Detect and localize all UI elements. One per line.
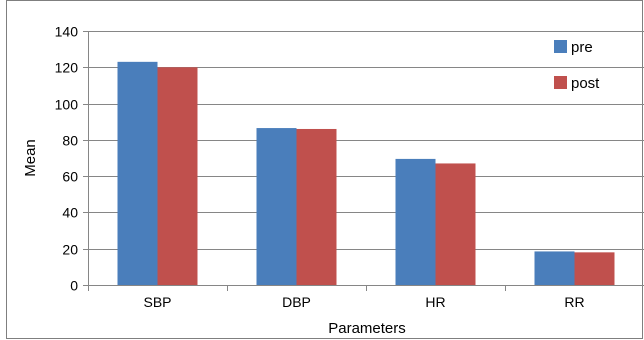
- legend-label-post: post: [571, 75, 600, 92]
- bar-pre-dbp: [256, 128, 297, 285]
- x-tick-label: DBP: [282, 294, 311, 310]
- legend-swatch-post: [554, 76, 567, 89]
- bar-post-sbp: [157, 67, 198, 286]
- y-tick-label: 100: [55, 97, 79, 113]
- bar-post-rr: [574, 252, 615, 285]
- axes: [83, 31, 644, 291]
- bar-post-dbp: [296, 128, 337, 285]
- tick-labels: 0 20 40 60 80 100 120 140 SBP DBP HR RR: [55, 24, 585, 311]
- y-tick-label: 20: [62, 242, 78, 258]
- x-tick-label: HR: [425, 294, 445, 310]
- x-tick-label: SBP: [143, 294, 171, 310]
- bar-pre-rr: [534, 251, 575, 285]
- y-tick-label: 80: [62, 133, 78, 149]
- x-tick-label: RR: [564, 294, 584, 310]
- y-tick-label: 140: [55, 24, 79, 40]
- y-tick-label: 0: [70, 278, 78, 294]
- y-tick-label: 60: [62, 169, 78, 185]
- bars: [117, 61, 615, 286]
- bar-pre-sbp: [117, 61, 158, 285]
- legend-label-pre: pre: [571, 39, 593, 56]
- y-tick-label: 120: [55, 60, 79, 76]
- y-axis-title: Mean: [22, 139, 39, 177]
- legend-swatch-pre: [554, 40, 567, 53]
- legend: pre post: [554, 39, 600, 92]
- y-tick-label: 40: [62, 205, 78, 221]
- bar-pre-hr: [395, 158, 436, 285]
- bar-post-hr: [435, 163, 476, 285]
- x-axis-title: Parameters: [328, 320, 406, 337]
